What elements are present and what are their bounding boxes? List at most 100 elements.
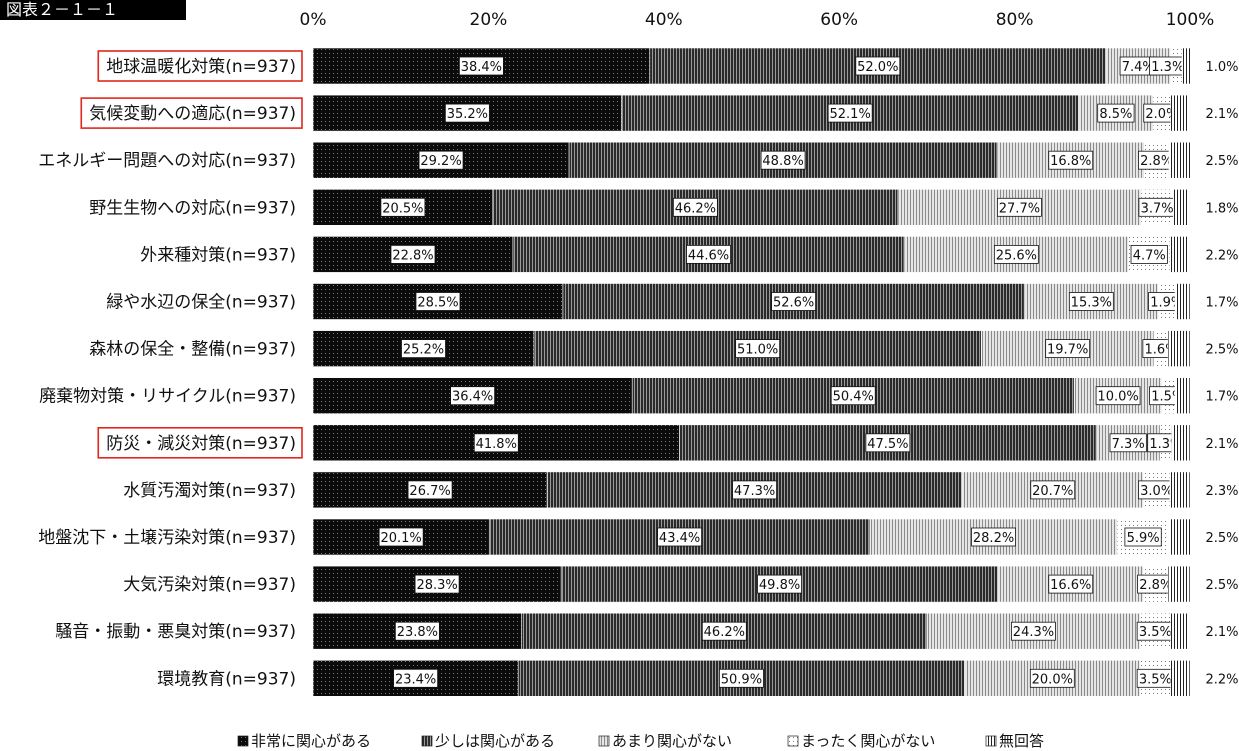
bar-row: 大気汚染対策(n=937) 28.3% 49.8% 16.6% 2.8% 2.5% xyxy=(123,565,1239,603)
data-label-box xyxy=(1124,527,1162,547)
data-label: 46.2% xyxy=(675,201,716,216)
x-tick-label: 40% xyxy=(645,10,683,30)
data-label: 2.2% xyxy=(1205,248,1238,263)
legend-swatch xyxy=(985,735,997,747)
data-label-box xyxy=(1029,668,1075,688)
data-label: 3.0% xyxy=(1140,484,1173,499)
data-label: 52.0% xyxy=(857,60,898,75)
data-label: 1.3% xyxy=(1151,60,1184,75)
bar-row: 地盤沈下・土壌汚染対策(n=937) 20.1% 43.4% 28.2% 5.9% 2.5… xyxy=(38,518,1239,556)
data-label-box xyxy=(415,292,461,311)
bar-segment xyxy=(312,94,623,132)
category-label: 外来種対策(n=937) xyxy=(140,245,296,265)
data-label-box xyxy=(378,527,424,547)
bar-row: 廃棄物対策・リサイクル(n=937) 36.4% 50.4% 10.0% 1.5% 1.7… xyxy=(39,377,1239,415)
legend-label: 無回答 xyxy=(999,732,1044,750)
data-label: 2.1% xyxy=(1205,625,1238,640)
category-label: 緑や水辺の保全(n=937) xyxy=(106,293,296,313)
data-label-box xyxy=(380,197,426,217)
category-label: 廃棄物対策・リサイクル(n=937) xyxy=(39,387,296,407)
data-label-box xyxy=(393,668,439,688)
data-label: 2.5% xyxy=(1205,578,1238,593)
data-label: 48.8% xyxy=(762,154,803,169)
data-label-box xyxy=(1130,244,1168,264)
data-label: 2.3% xyxy=(1205,484,1238,499)
data-label: 23.4% xyxy=(395,672,436,687)
data-label-box xyxy=(971,527,1016,547)
bar-row: 地球温暖化対策(n=937) 38.4% 52.0% 7.4%1.3% 1.0% xyxy=(97,47,1239,85)
legend-label: あまり関心がない xyxy=(612,732,732,750)
data-label-box xyxy=(735,339,781,359)
x-tick-label: 60% xyxy=(820,10,858,30)
data-label: 22.8% xyxy=(392,248,433,263)
category-label: 森林の保全・整備(n=937) xyxy=(89,340,296,360)
legend-swatch xyxy=(421,735,433,747)
data-label-box xyxy=(771,292,816,311)
category-highlight-frame xyxy=(97,50,303,82)
data-label-box xyxy=(760,150,806,170)
bar-row: 野生生物への対応(n=937) 20.5% 46.2% 27.7% 3.7% 1.8% xyxy=(89,189,1239,226)
data-label-box xyxy=(1011,621,1056,641)
data-label: 50.9% xyxy=(721,672,762,687)
data-label: 1.7% xyxy=(1205,390,1238,405)
bar-segment xyxy=(1181,47,1192,85)
data-label-box xyxy=(827,103,873,123)
bar-segment xyxy=(1167,330,1191,367)
legend-label: 非常に関心がある xyxy=(251,732,371,750)
bar-row: 森林の保全・整備(n=937) 25.2% 51.0% 19.7% 1.6% 2.5% xyxy=(89,330,1239,367)
data-label-box xyxy=(1048,150,1094,170)
legend-swatch xyxy=(787,735,799,747)
category-label: エネルギー問題への対応(n=937) xyxy=(38,151,296,171)
category-label: 野生生物への対応(n=937) xyxy=(89,198,296,218)
data-label: 1.8% xyxy=(1205,201,1238,216)
bar-row: 騒音・振動・悪臭対策(n=937) 23.8% 46.2% 24.3% 3.5% 2.1% xyxy=(55,612,1239,650)
data-label-box xyxy=(1048,574,1094,594)
bar-row: 防災・減災対策(n=937) 41.8% 47.5% 7.3% 1.3% 2.1% xyxy=(97,424,1239,462)
data-label: 28.2% xyxy=(973,531,1014,546)
category-label: 防災・減災対策(n=937) xyxy=(106,434,296,454)
data-label-box xyxy=(473,433,519,453)
data-label-box xyxy=(830,386,876,406)
bar-segment xyxy=(1169,236,1190,273)
data-label: 2.5% xyxy=(1205,343,1238,358)
data-label: 38.4% xyxy=(461,60,502,75)
data-label: 41.8% xyxy=(476,437,517,452)
data-label: 3.5% xyxy=(1139,672,1172,687)
data-label: 25.6% xyxy=(996,248,1037,263)
legend: 非常に関心がある 少しは関心がある あまり関心がない まったく関心がない 無回答 xyxy=(237,732,1044,750)
data-label: 3.7% xyxy=(1141,201,1174,216)
data-label-box xyxy=(1045,339,1091,359)
data-label: 2.5% xyxy=(1205,531,1238,546)
data-label-box xyxy=(418,150,464,170)
data-label: 20.0% xyxy=(1032,672,1073,687)
bar-segment xyxy=(1174,283,1191,320)
data-label: 1.0% xyxy=(1205,60,1238,75)
legend-entry: 無回答 xyxy=(985,732,1044,750)
data-label-box xyxy=(1095,386,1141,406)
bar-segment xyxy=(1170,94,1190,132)
data-label-box xyxy=(701,621,747,641)
data-label-box xyxy=(672,197,718,217)
data-label-box xyxy=(855,56,901,76)
category-highlight-frame xyxy=(97,426,303,459)
data-label-box xyxy=(450,386,496,406)
data-label: 16.6% xyxy=(1050,578,1091,593)
data-label: 5.9% xyxy=(1127,531,1160,546)
data-label: 2.1% xyxy=(1205,437,1238,452)
data-label: 26.7% xyxy=(409,484,450,499)
data-label: 10.0% xyxy=(1097,390,1138,405)
data-label-box xyxy=(458,56,504,76)
category-label: 地球温暖化対策(n=937) xyxy=(106,57,296,77)
bar-segment xyxy=(1167,565,1191,603)
legend-entry: まったく関心がない xyxy=(787,732,935,750)
bar-segment xyxy=(1169,471,1191,509)
data-label-box xyxy=(414,574,460,594)
data-label: 52.1% xyxy=(830,107,871,122)
legend-label: 少しは関心がある xyxy=(435,732,555,750)
x-axis-ticks: 0% 20% 40% 60% 80% 100% xyxy=(300,10,1215,30)
data-label-box xyxy=(390,244,436,264)
bar-row: 水質汚濁対策(n=937) 26.7% 47.3% 20.7% 3.0% 2.3% xyxy=(123,471,1239,509)
category-label: 水質汚濁対策(n=937) xyxy=(123,481,296,501)
data-label: 49.8% xyxy=(759,578,800,593)
legend-swatch xyxy=(237,735,249,747)
